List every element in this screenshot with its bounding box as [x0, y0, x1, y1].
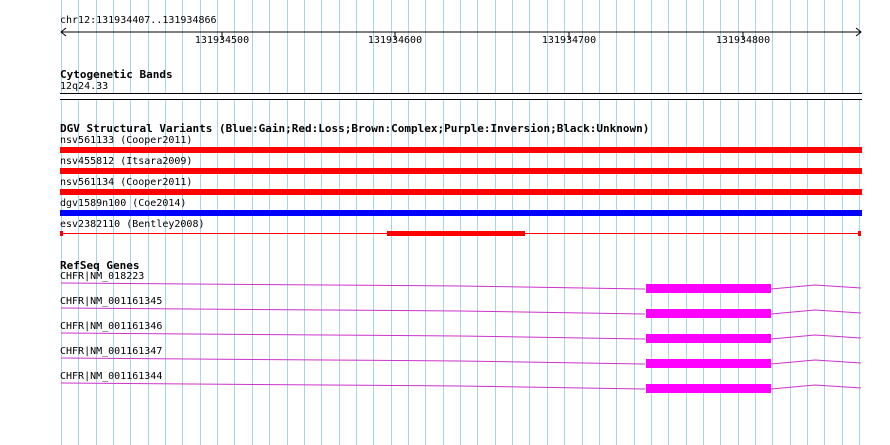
exon-block [646, 309, 771, 318]
exon-block [646, 384, 771, 393]
dgv-track-title[interactable]: DGV Structural Variants (Blue:Gain;Red:L… [60, 122, 650, 135]
exon-block [646, 334, 771, 343]
gene-model[interactable] [0, 380, 890, 400]
variant-bar-loss[interactable] [60, 189, 862, 195]
gene-model[interactable] [0, 305, 890, 325]
region-label: chr12:131934407..131934866 [60, 15, 217, 26]
gene-label: CHFR|NM_001161345 [60, 296, 163, 307]
tick-label: 131934700 [541, 35, 597, 46]
tick-label: 131934500 [194, 35, 250, 46]
variant-label: esv2382110 (Bentley2008) [60, 219, 205, 230]
variant-label: nsv455812 (Itsara2009) [60, 156, 193, 167]
gene-model[interactable] [0, 330, 890, 350]
gene-label: CHFR|NM_001161346 [60, 321, 163, 332]
refseq-track-title[interactable]: RefSeq Genes [60, 259, 140, 272]
exon-block [646, 359, 771, 368]
variant-label: nsv561133 (Cooper2011) [60, 135, 193, 146]
exon-block [646, 284, 771, 293]
cytoband-bar[interactable] [60, 93, 862, 100]
cytoband-label: 12q24.33 [60, 81, 109, 92]
gene-label: CHFR|NM_001161344 [60, 371, 163, 382]
variant-bar-loss[interactable] [60, 147, 862, 153]
variant-bar-loss[interactable] [60, 168, 862, 174]
tick-label: 131934800 [715, 35, 771, 46]
gene-label: CHFR|NM_018223 [60, 271, 145, 282]
tick-label: 131934600 [367, 35, 423, 46]
variant-bar-split[interactable] [0, 229, 890, 239]
ruler-axis [60, 27, 862, 40]
variant-label: nsv561134 (Cooper2011) [60, 177, 193, 188]
variant-bar-gain[interactable] [60, 210, 862, 216]
gene-label: CHFR|NM_001161347 [60, 346, 163, 357]
gene-model[interactable] [0, 280, 890, 300]
gene-model[interactable] [0, 355, 890, 375]
variant-label: dgv1589n100 (Coe2014) [60, 198, 187, 209]
cytoband-track-title[interactable]: Cytogenetic Bands [60, 68, 173, 81]
